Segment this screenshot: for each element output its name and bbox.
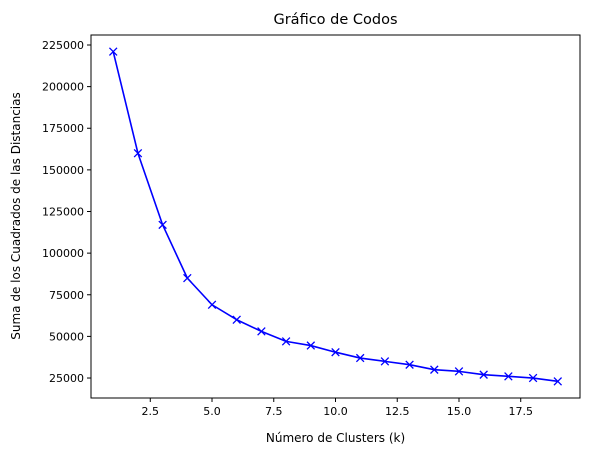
y-tick-label: 100000 xyxy=(42,247,84,260)
data-point-marker xyxy=(430,365,439,374)
x-tick-label: 12.5 xyxy=(385,405,410,418)
y-axis-label: Suma de los Cuadrados de las Distancias xyxy=(9,92,23,340)
y-tick-label: 150000 xyxy=(42,164,84,177)
y-tick-label: 75000 xyxy=(49,289,84,302)
y-tick-label: 175000 xyxy=(42,122,84,135)
plot-frame xyxy=(90,34,581,399)
x-tick-label: 5.0 xyxy=(203,405,221,418)
data-point-marker xyxy=(454,367,464,376)
data-point-marker xyxy=(479,370,488,379)
data-point-marker xyxy=(331,347,340,357)
data-point-marker xyxy=(553,377,563,386)
y-tick-label: 50000 xyxy=(49,330,84,343)
data-point-marker xyxy=(306,341,316,350)
x-tick-label: 15.0 xyxy=(447,405,472,418)
data-point-marker xyxy=(504,372,513,381)
data-point-marker xyxy=(405,360,414,369)
x-tick-label: 10.0 xyxy=(323,405,348,418)
data-point-marker xyxy=(528,373,538,383)
data-point-marker xyxy=(133,148,143,158)
data-point-marker xyxy=(257,327,266,336)
y-tick-label: 125000 xyxy=(42,206,84,219)
data-point-marker xyxy=(183,273,192,283)
x-tick-label: 17.5 xyxy=(508,405,533,418)
y-tick-label: 25000 xyxy=(49,372,84,385)
x-axis-label: Número de Clusters (k) xyxy=(266,431,405,445)
data-point-marker xyxy=(355,353,365,363)
data-point-marker xyxy=(207,300,217,310)
y-tick-label: 225000 xyxy=(42,39,84,52)
series-line xyxy=(112,51,558,383)
x-tick-label: 2.5 xyxy=(142,405,160,418)
plot-area: 2.5 5.0 7.5 10.0 12.5 15.0 17.5 25000 50000 75000… xyxy=(42,34,581,418)
x-tick-label: 7.5 xyxy=(265,405,283,418)
data-point-marker xyxy=(380,357,390,366)
data-point-marker xyxy=(281,337,291,346)
data-point-marker xyxy=(158,220,167,230)
chart-title: Gráfico de Codos xyxy=(273,12,397,28)
data-point-marker xyxy=(108,47,118,56)
y-tick-label: 200000 xyxy=(42,81,84,94)
data-point-marker xyxy=(232,315,241,324)
